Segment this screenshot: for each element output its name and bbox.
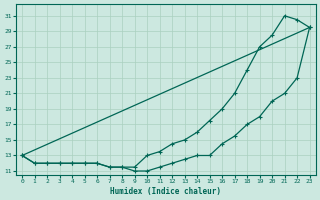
- X-axis label: Humidex (Indice chaleur): Humidex (Indice chaleur): [110, 187, 221, 196]
